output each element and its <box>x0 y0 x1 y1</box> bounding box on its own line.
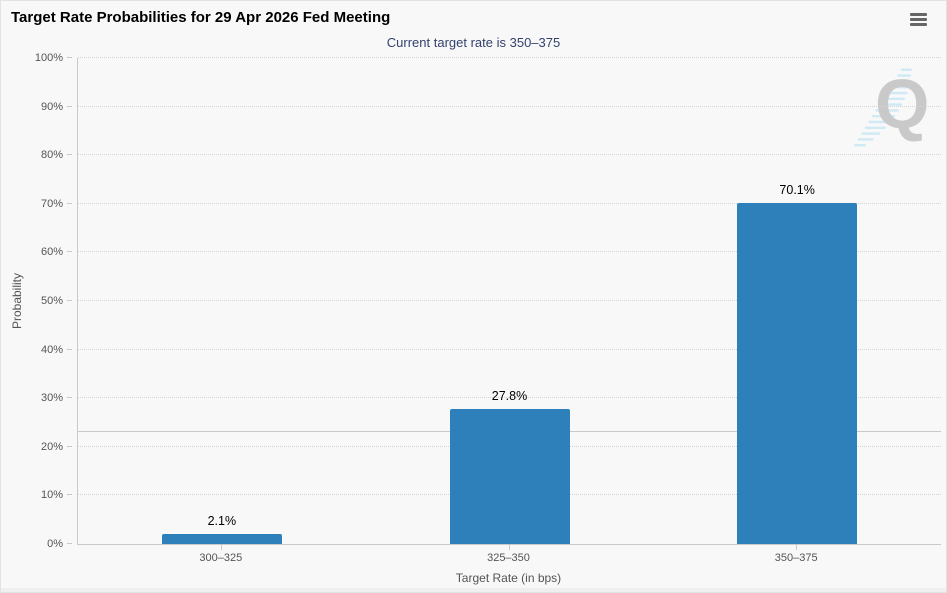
y-tick-mark <box>67 251 72 253</box>
chart-subtitle: Current target rate is 350–375 <box>386 35 561 50</box>
y-tick-mark <box>67 105 72 107</box>
x-tick-mark <box>220 545 222 550</box>
y-tick-label: 40% <box>40 343 63 356</box>
y-tick-label: 0% <box>47 538 63 550</box>
x-axis-ticks <box>77 545 940 551</box>
y-tick-label: 30% <box>40 392 63 405</box>
y-gridline <box>78 397 941 399</box>
chart-bar[interactable] <box>161 533 282 544</box>
svg-text:Q: Q <box>875 65 929 143</box>
y-tick-mark <box>67 348 72 350</box>
x-tick-mark <box>508 545 510 550</box>
y-tick-mark <box>67 154 72 156</box>
bottom-edge <box>1 588 946 592</box>
y-tick-mark <box>67 494 72 496</box>
y-gridline <box>78 300 941 301</box>
y-gridline <box>78 348 941 350</box>
x-axis-category-labels: 300–325 325–350 350–375 <box>77 552 940 566</box>
bar-value-label: 2.1% <box>207 513 237 528</box>
y-gridline <box>78 57 941 58</box>
bar-value-label: 27.8% <box>491 388 528 403</box>
y-tick-label: 20% <box>40 440 63 453</box>
y-tick-mark <box>67 202 72 204</box>
y-tick-label: 90% <box>40 100 63 113</box>
y-tick-mark <box>67 397 72 399</box>
y-gridline <box>78 105 941 107</box>
x-category-label: 300–325 <box>199 552 243 564</box>
hamburger-bar <box>910 13 927 16</box>
y-tick-label: 80% <box>40 149 63 162</box>
y-tick-mark <box>67 543 72 544</box>
y-gridline <box>78 154 941 156</box>
y-tick-label: 50% <box>40 295 63 307</box>
chart-title: Target Rate Probabilities for 29 Apr 202… <box>11 9 391 26</box>
bar-value-label: 70.1% <box>779 183 815 198</box>
y-tick-label: 100% <box>34 52 63 64</box>
chart-bar[interactable] <box>449 408 570 544</box>
y-tick-label: 70% <box>40 197 63 210</box>
chart-bar[interactable] <box>737 203 858 544</box>
x-category-label: 325–350 <box>487 552 530 564</box>
y-tick-mark <box>67 445 72 447</box>
y-tick-label: 10% <box>40 489 63 502</box>
x-tick-mark <box>796 545 798 550</box>
hamburger-bar <box>910 23 927 26</box>
y-tick-mark <box>67 57 72 58</box>
y-gridline <box>78 202 941 204</box>
hamburger-bar <box>910 18 927 21</box>
y-axis-labels: 0% 10% 20% 30% 40% 50% 60% 70% 80% 90% 100% <box>1 52 72 550</box>
hamburger-menu-icon[interactable] <box>910 13 927 26</box>
y-gridline <box>78 251 941 253</box>
plot-area: Q 2.1% 27.8% 70.1% <box>77 57 941 545</box>
x-category-label: 350–375 <box>774 552 818 564</box>
y-tick-mark <box>67 300 72 301</box>
y-tick-label: 60% <box>40 246 63 259</box>
x-axis-title: Target Rate (in bps) <box>455 571 562 585</box>
